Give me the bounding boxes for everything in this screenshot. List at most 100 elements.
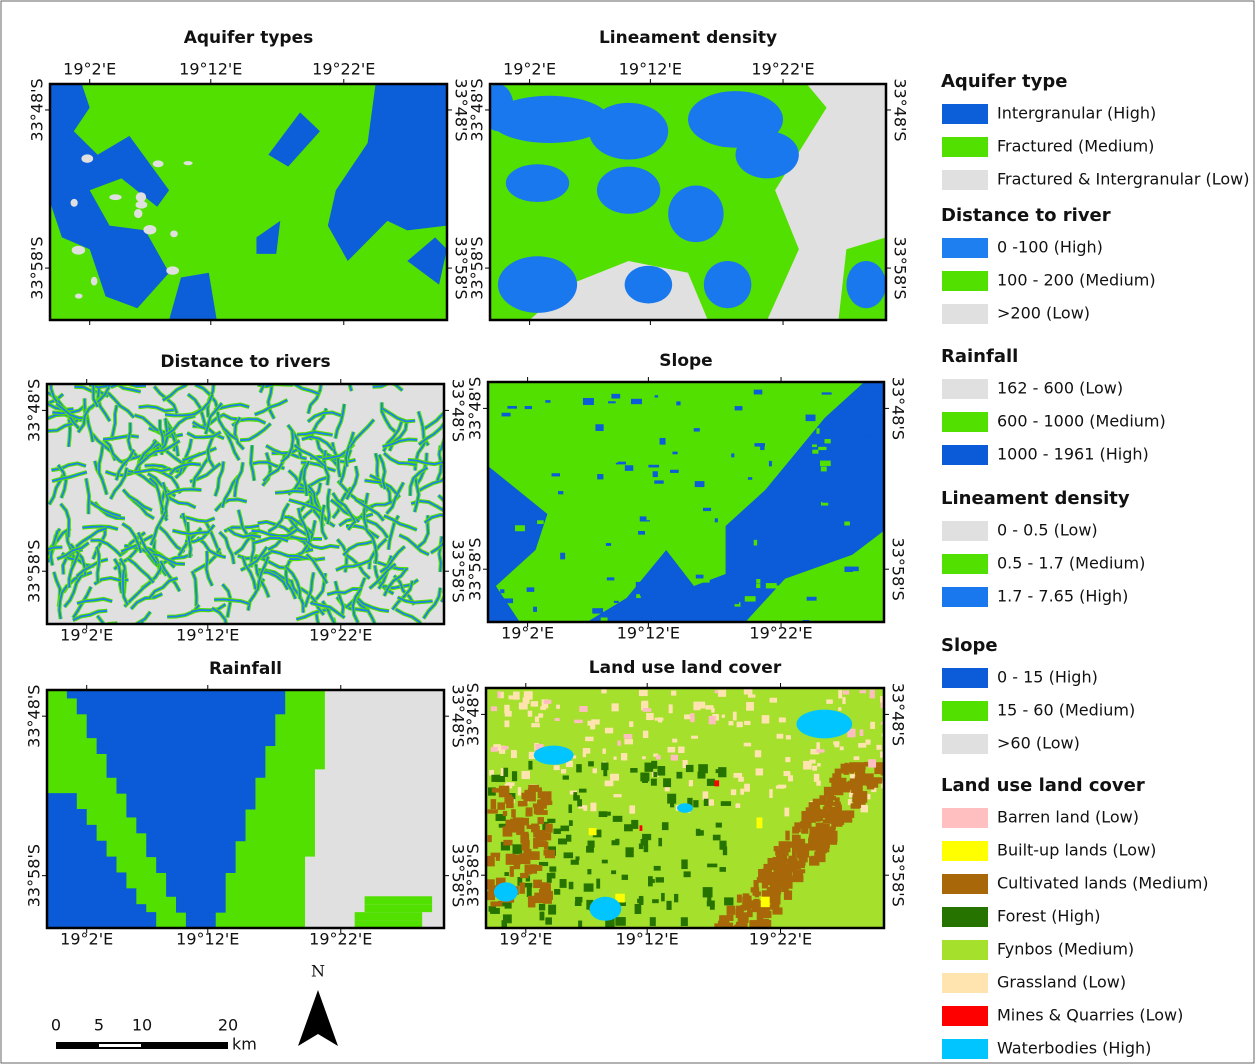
map-region: [47, 801, 77, 809]
map-region: [643, 708, 652, 712]
map-region: [545, 917, 552, 924]
map-region: [744, 743, 751, 747]
map-region: [817, 763, 820, 766]
map-region: [662, 822, 669, 830]
map-region: [806, 415, 816, 422]
map-region: [97, 738, 276, 746]
map-region: [72, 246, 85, 255]
legend-swatch: [942, 668, 988, 688]
map-region: [491, 706, 497, 711]
map-region: [735, 406, 743, 410]
legend-swatch: [942, 521, 988, 541]
map-region: [540, 912, 545, 921]
map-region: [612, 703, 619, 711]
map-region: [744, 784, 750, 792]
map-region: [503, 840, 512, 846]
map-region: [136, 201, 148, 209]
map-region: [861, 435, 872, 437]
map-region: [325, 753, 444, 761]
map-region: [569, 555, 578, 561]
map-region: [538, 713, 543, 717]
map-region: [744, 688, 753, 694]
map-region: [67, 690, 285, 698]
map-region: [870, 722, 875, 729]
map-region: [844, 810, 854, 818]
map-region: [47, 865, 116, 873]
map-region: [802, 812, 814, 817]
map-region: [808, 838, 818, 849]
map-region: [494, 545, 499, 552]
map-region: [325, 746, 444, 754]
map-region: [655, 395, 658, 397]
map-region: [569, 820, 573, 826]
map-region: [833, 783, 843, 795]
map-region: [832, 822, 836, 830]
map-region: [548, 905, 556, 915]
map-region: [625, 266, 673, 304]
map-region: [648, 876, 653, 886]
map-region: [315, 825, 444, 833]
map-region: [855, 768, 862, 780]
map-region: [524, 691, 533, 699]
map-region: [770, 698, 777, 703]
map-region: [526, 807, 533, 816]
map-region: [861, 805, 867, 812]
map-region: [574, 720, 583, 724]
legend-swatch: [942, 1039, 988, 1059]
map-region: [325, 698, 444, 706]
map-region: [539, 799, 549, 805]
map-region: [833, 741, 839, 744]
map-region: [549, 866, 556, 871]
map-region: [176, 904, 226, 912]
map-region: [646, 713, 654, 720]
map-region: [733, 773, 742, 778]
map-panel: Slope19°2'E19°12'E19°22'E33°48'S33°48'S3…: [466, 351, 908, 643]
map-region: [602, 860, 608, 864]
map-region: [617, 740, 620, 745]
map-region: [515, 525, 525, 531]
map-region: [707, 779, 715, 786]
map-region: [653, 471, 658, 477]
map-region: [558, 838, 567, 844]
legend-swatch: [942, 137, 988, 157]
map-region: [824, 787, 834, 798]
map-region: [690, 514, 700, 520]
map-region: [709, 716, 716, 724]
legend-swatch: [942, 874, 988, 894]
map-region: [547, 819, 555, 823]
map-region: [777, 849, 785, 860]
map-region: [703, 508, 711, 511]
map-region: [575, 901, 582, 906]
legend-swatch: [942, 412, 988, 432]
map-region: [513, 817, 524, 827]
map-region: [747, 910, 753, 918]
map-region: [170, 230, 178, 237]
map-region: [693, 702, 700, 711]
map-region: [325, 722, 444, 730]
map-region: [736, 131, 799, 178]
map-region: [838, 707, 841, 711]
map-region: [736, 906, 746, 911]
map-region: [607, 812, 611, 816]
scale-label: 10: [132, 1016, 152, 1035]
map-region: [738, 912, 749, 923]
legend-label: Fractured (Medium): [997, 137, 1154, 156]
map-region: [592, 608, 603, 613]
map-region: [47, 809, 87, 817]
map-region: [595, 424, 603, 431]
map-region: [672, 739, 677, 743]
panel-title: Aquifer types: [184, 28, 314, 48]
map-region: [762, 715, 770, 723]
map-region: [625, 847, 633, 857]
map-region: [740, 789, 744, 795]
map-region: [491, 799, 496, 809]
y-coordinate-label: 33°58'S: [889, 538, 908, 601]
map-region: [651, 779, 657, 786]
map-region: [690, 713, 694, 722]
map-region: [87, 730, 276, 738]
map-region: [136, 825, 245, 833]
map-region: [625, 465, 633, 471]
map-region: [551, 873, 556, 879]
map-region: [325, 706, 444, 714]
map-region: [146, 849, 235, 857]
